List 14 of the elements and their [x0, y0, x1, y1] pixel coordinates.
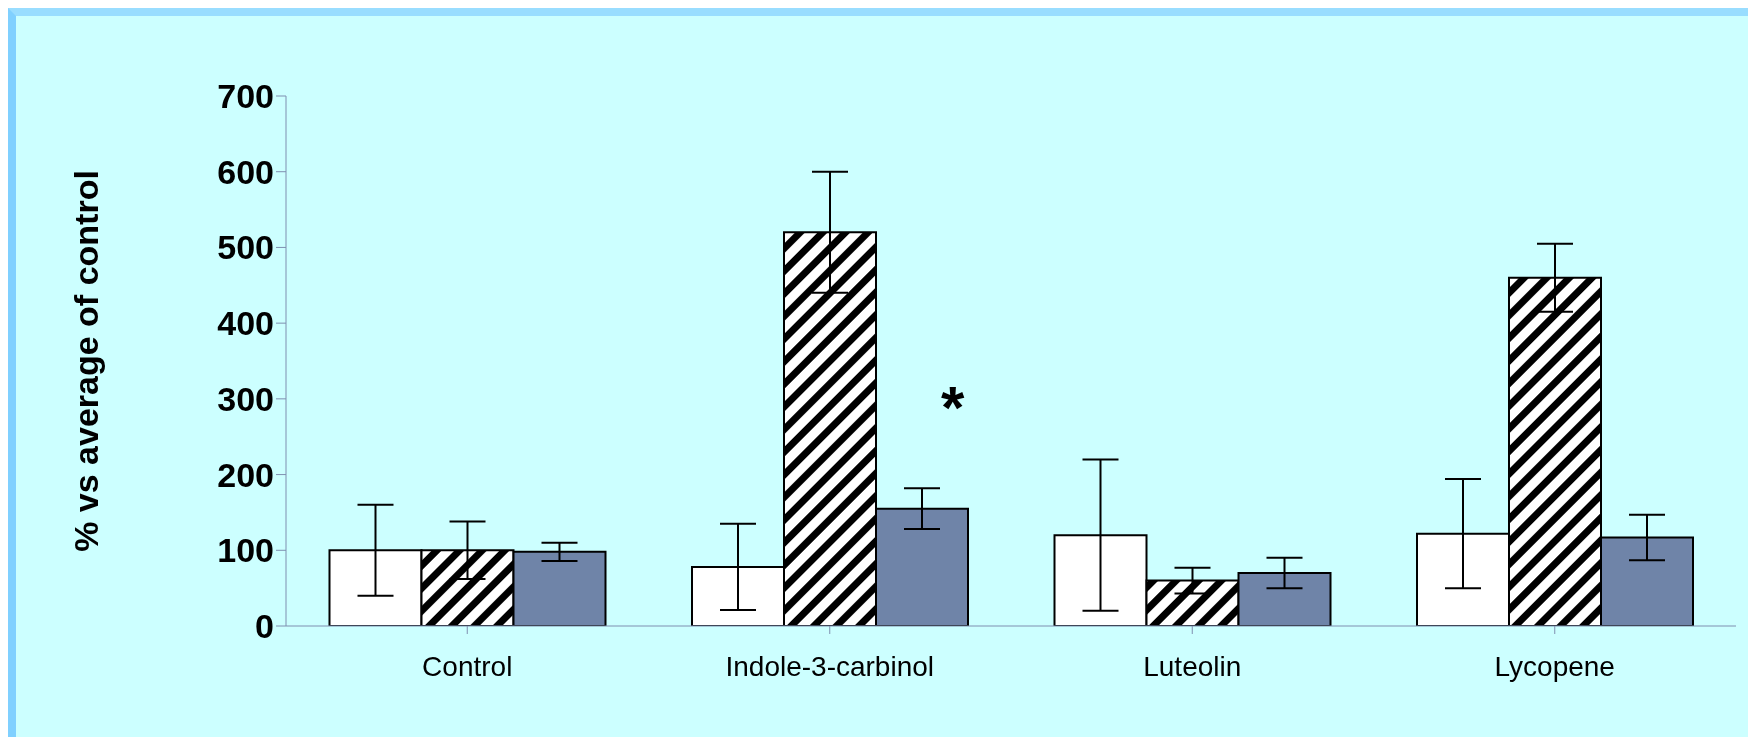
y-tick-label: 100 [217, 531, 274, 570]
y-axis-title: % vs average of control [67, 170, 106, 552]
y-tick-label: 600 [217, 152, 274, 191]
x-tick-label: Indole-3-carbinol [725, 650, 935, 682]
annotation: * [941, 374, 965, 441]
y-tick-label: 300 [217, 379, 274, 418]
y-tick-label: 200 [217, 455, 274, 494]
y-tick-label: 500 [217, 228, 274, 267]
y-tick-label: 400 [217, 304, 274, 343]
y-tick-label: 0 [255, 607, 274, 646]
x-tick-label: Luteolin [1143, 650, 1242, 682]
x-tick-label: Lycopene [1494, 650, 1615, 682]
x-tick-label: Control [422, 650, 513, 682]
y-tick-label: 700 [217, 77, 274, 116]
